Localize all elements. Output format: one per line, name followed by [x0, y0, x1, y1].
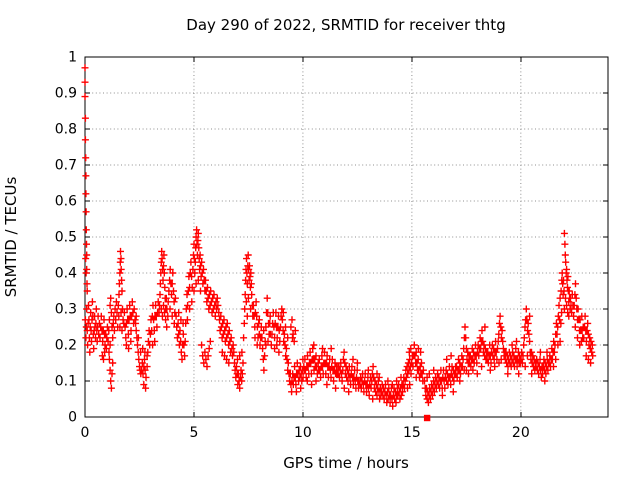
y-tick-label: 0.2	[55, 338, 77, 354]
y-tick-label: 1	[68, 50, 77, 66]
x-tick-label: 5	[189, 425, 198, 441]
y-tick-label: 0.4	[55, 266, 77, 282]
tick-labels: 00.10.20.30.40.50.60.70.80.910 5 10 15 20	[55, 50, 530, 441]
y-tick-label: 0.1	[55, 374, 77, 390]
square-point-flagged-point	[423, 414, 431, 422]
y-tick-label: 0.3	[55, 302, 77, 318]
y-tick-label: 0.8	[55, 122, 77, 138]
chart-title: Day 290 of 2022, SRMTID for receiver tht…	[186, 16, 505, 34]
x-tick-label: 20	[512, 425, 530, 441]
y-tick-label: 0	[68, 410, 77, 426]
x-tick-label: 10	[294, 425, 312, 441]
plot-border	[84, 56, 609, 418]
scatter-points-SRMTID	[81, 64, 597, 410]
x-tick-label: 15	[403, 425, 421, 441]
y-tick-label: 0.7	[55, 158, 77, 174]
x-tick-label: 0	[81, 425, 90, 441]
y-tick-label: 0.6	[55, 194, 77, 210]
x-axis-label: GPS time / hours	[283, 454, 409, 472]
y-axis-label: SRMTID / TECUs	[2, 177, 20, 298]
y-tick-label: 0.5	[55, 230, 77, 246]
scatter-series	[81, 64, 597, 422]
y-tick-label: 0.9	[55, 86, 77, 102]
